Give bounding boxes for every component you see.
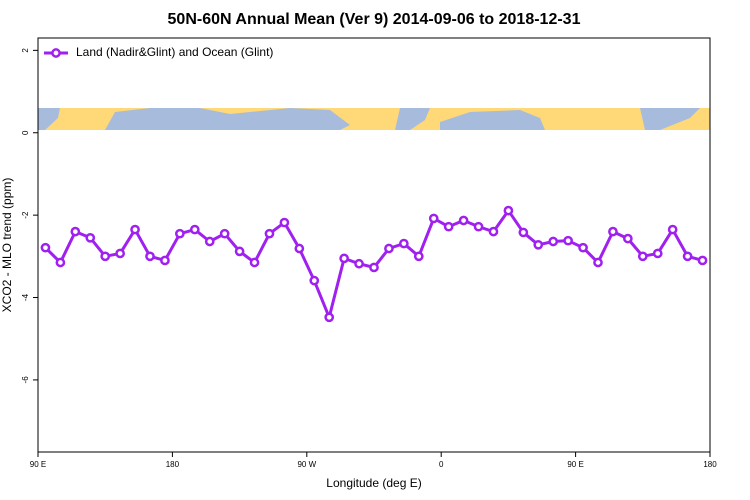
- legend-marker: [51, 48, 61, 58]
- data-point: [160, 255, 170, 266]
- y-tick-label: -6: [21, 376, 30, 384]
- x-tick-label: 90 W: [297, 460, 316, 469]
- data-point: [578, 242, 588, 253]
- data-point: [70, 226, 81, 237]
- data-point: [593, 257, 603, 268]
- data-point: [294, 243, 305, 254]
- y-tick-label: -2: [21, 211, 30, 219]
- data-point: [175, 228, 185, 239]
- data-point: [204, 236, 215, 247]
- map-ocean: [640, 108, 700, 130]
- map-ocean: [38, 108, 60, 130]
- data-point: [682, 251, 693, 262]
- data-point: [115, 248, 125, 259]
- data-point: [130, 224, 140, 235]
- data-point: [339, 253, 349, 264]
- data-point: [55, 257, 66, 268]
- plot-frame: [37, 37, 711, 453]
- data-point: [667, 224, 678, 235]
- data-point: [85, 232, 96, 243]
- data-point: [249, 257, 260, 268]
- data-point: [234, 246, 245, 257]
- data-point: [279, 217, 290, 228]
- legend-label: Land (Nadir&Glint) and Ocean (Glint): [76, 45, 273, 59]
- y-axis-label: XCO2 - MLO trend (ppm): [0, 178, 14, 313]
- map-band: [38, 108, 710, 130]
- data-point: [548, 236, 559, 247]
- data-point: [458, 215, 469, 226]
- x-tick-label: 90 E: [567, 460, 583, 469]
- data-point: [354, 258, 364, 269]
- y-tick-label: 2: [21, 48, 30, 53]
- x-tick-label: 180: [166, 460, 180, 469]
- data-point: [473, 221, 484, 232]
- map-ocean: [440, 110, 545, 130]
- data-point: [145, 251, 155, 262]
- data-point: [443, 221, 454, 232]
- data-point: [518, 227, 529, 238]
- data-point: [40, 242, 51, 253]
- x-tick-label: 90 E: [30, 460, 46, 469]
- data-point: [503, 205, 514, 216]
- data-point: [623, 233, 633, 244]
- data-point: [533, 239, 544, 250]
- y-tick-label: 0: [21, 130, 30, 135]
- data-point: [488, 226, 499, 237]
- data-point: [563, 235, 573, 246]
- map-ocean: [395, 108, 430, 130]
- data-point: [413, 251, 424, 262]
- data-point: [637, 251, 648, 262]
- chart-title: 50N-60N Annual Mean (Ver 9) 2014-09-06 t…: [168, 11, 581, 28]
- data-point: [309, 275, 320, 286]
- data-point: [189, 224, 200, 235]
- data-point: [697, 255, 708, 266]
- x-tick-label: 0: [439, 460, 444, 469]
- data-point: [428, 213, 439, 224]
- x-axis-label: Longitude (deg E): [326, 476, 421, 490]
- data-point: [608, 226, 618, 237]
- data-point: [219, 228, 230, 239]
- data-point: [399, 238, 409, 249]
- data-point: [264, 228, 275, 239]
- data-point: [369, 262, 379, 273]
- y-tick-label: -4: [21, 293, 30, 301]
- x-tick-label: 180: [703, 460, 717, 469]
- data-point: [100, 251, 111, 262]
- map-ocean: [105, 108, 350, 130]
- data-point: [384, 243, 394, 254]
- data-point: [652, 248, 663, 259]
- data-point: [324, 312, 335, 323]
